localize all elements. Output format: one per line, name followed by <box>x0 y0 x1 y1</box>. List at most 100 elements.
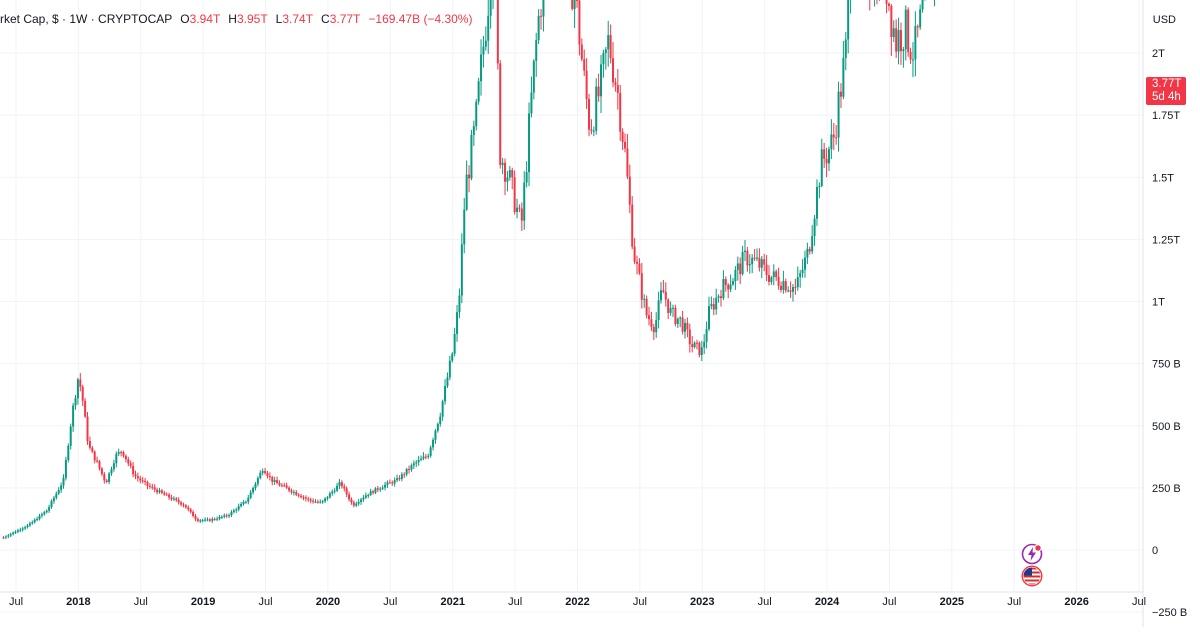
high-value: 3.95T <box>236 12 268 26</box>
candle <box>213 517 216 521</box>
candle <box>21 526 24 532</box>
candle <box>393 477 396 487</box>
candle <box>655 312 658 338</box>
candle-body <box>729 284 732 290</box>
candle-body <box>765 264 768 276</box>
candle <box>794 278 797 295</box>
candle-body <box>799 273 802 278</box>
candle <box>148 483 151 489</box>
candle <box>180 500 183 507</box>
candle-body <box>434 430 437 440</box>
candle-body <box>767 275 770 283</box>
symbol-title[interactable]: rket Cap, $ · 1W · CRYPTOCAP <box>0 12 173 26</box>
candle <box>460 233 463 304</box>
candle-body <box>429 447 432 456</box>
candle-body <box>909 51 912 60</box>
candle-body <box>324 498 327 502</box>
price-tick-label: 1.5T <box>1152 172 1174 184</box>
candle-body <box>436 423 439 431</box>
candle <box>139 475 142 484</box>
candle <box>782 270 785 294</box>
candle <box>216 516 219 522</box>
candle <box>324 497 327 504</box>
candle <box>175 496 178 502</box>
candle <box>81 384 84 407</box>
candle <box>691 336 694 353</box>
candle <box>520 202 523 232</box>
candle-body <box>264 471 267 474</box>
candle <box>93 450 96 464</box>
candle <box>784 278 787 293</box>
candle <box>441 399 444 421</box>
candle <box>439 412 442 427</box>
candle <box>36 516 39 522</box>
candle <box>777 267 780 290</box>
candle <box>158 487 161 494</box>
candle-body <box>472 126 475 135</box>
candle-body <box>815 186 818 219</box>
candle-body <box>516 207 519 212</box>
candle-body <box>110 469 113 474</box>
candle-body <box>244 501 247 503</box>
candle-body <box>91 447 94 452</box>
us-flag-event-icon[interactable] <box>1021 565 1043 587</box>
candle-body <box>232 510 235 513</box>
candle-body <box>811 236 814 252</box>
candle <box>489 0 492 29</box>
candle-body <box>175 498 178 501</box>
candle-body <box>398 478 401 480</box>
candle <box>609 24 612 64</box>
candle <box>595 78 598 135</box>
candle <box>487 0 490 54</box>
candle-body <box>369 491 372 495</box>
currency-label[interactable]: USD <box>1152 14 1176 26</box>
candle <box>789 281 792 298</box>
candle-body <box>218 517 221 519</box>
candle <box>189 507 192 514</box>
candle <box>897 17 900 65</box>
candle <box>98 459 101 471</box>
candle <box>899 22 902 65</box>
candle <box>501 157 504 175</box>
candle-body <box>124 455 127 460</box>
candle-body <box>338 482 341 486</box>
candle-body <box>535 40 538 61</box>
lightning-event-icon[interactable] <box>1021 543 1043 565</box>
candle <box>88 436 91 450</box>
candle-body <box>705 329 708 342</box>
price-tick-label: 500 B <box>1152 421 1181 433</box>
candle-body <box>290 490 293 493</box>
candle-body <box>501 162 504 165</box>
price-axis[interactable]: 4T3.5T3.25T3T2.75T2.5T2.25T2T1.75T1.5T1.… <box>1152 0 1187 619</box>
candle-body <box>134 474 137 477</box>
candle <box>235 507 238 513</box>
candle-body <box>772 271 775 278</box>
candle-body <box>633 246 636 262</box>
candle-body <box>187 507 190 510</box>
time-axis[interactable]: Jul 2018 Jul 2019 Jul 2020 Jul 2021 Jul 2022 Jul 20… <box>9 596 1146 608</box>
candle <box>803 250 806 278</box>
candle-body <box>21 528 24 530</box>
candle <box>259 470 262 480</box>
low-label: L <box>275 12 283 26</box>
candle <box>916 24 919 38</box>
candle-body <box>844 39 847 58</box>
candle <box>492 0 494 9</box>
candle-body <box>571 0 574 9</box>
candle <box>648 306 651 326</box>
year-tick-label: 2025 <box>940 596 964 608</box>
price-tick-label: 1.25T <box>1152 234 1180 246</box>
candle <box>839 83 842 109</box>
candle-body <box>739 263 742 275</box>
candle-body <box>31 522 34 524</box>
candle <box>141 476 144 484</box>
candle <box>537 9 540 45</box>
candle <box>398 475 401 482</box>
month-tick-label: Jul <box>1007 596 1021 608</box>
candle <box>28 521 31 527</box>
candle <box>57 487 60 496</box>
candle-body <box>420 458 423 460</box>
candle <box>688 323 691 353</box>
